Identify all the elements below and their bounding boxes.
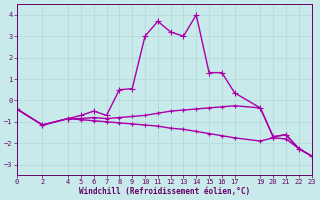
X-axis label: Windchill (Refroidissement éolien,°C): Windchill (Refroidissement éolien,°C) xyxy=(79,187,250,196)
